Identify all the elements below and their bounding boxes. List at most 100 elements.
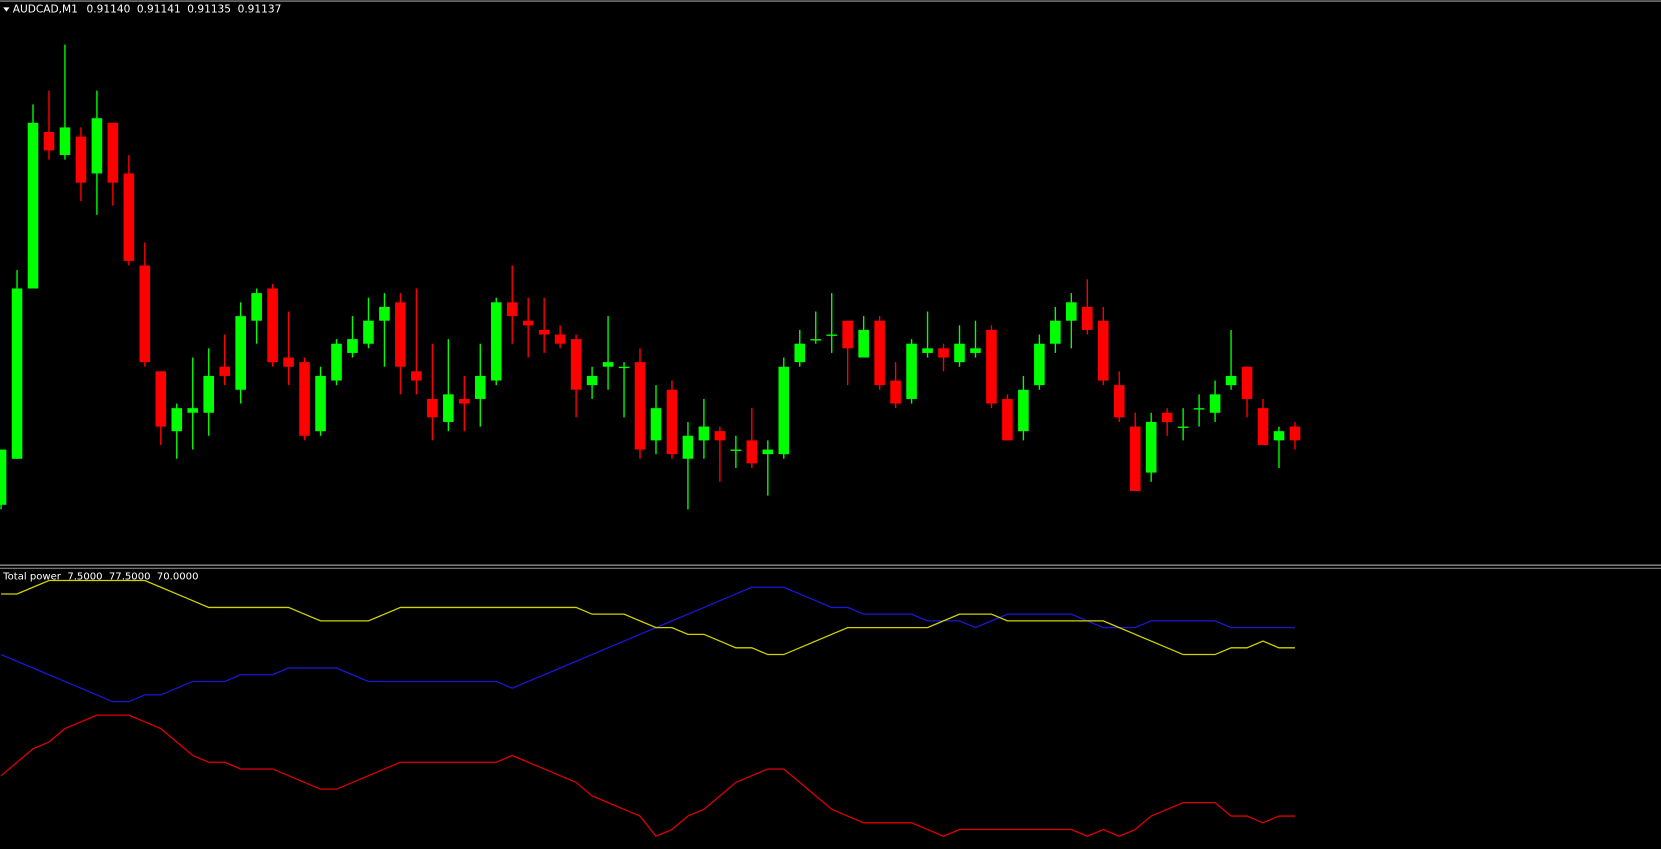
candle-body — [970, 348, 981, 353]
candle-body — [1050, 320, 1061, 344]
candle-body — [1273, 431, 1285, 441]
candle-body — [155, 371, 167, 427]
candle-body — [1034, 343, 1045, 386]
candle-body — [890, 380, 901, 404]
candle-body — [1225, 375, 1237, 386]
candle-body — [1161, 412, 1173, 422]
candle-body — [650, 408, 662, 441]
candle-body — [107, 122, 119, 183]
candle-body — [0, 449, 7, 505]
candle-body — [762, 449, 774, 455]
candle-body — [986, 329, 997, 404]
candle-body — [203, 375, 215, 413]
symbol: AUDCAD,M1 — [13, 4, 78, 16]
candle-body — [171, 408, 183, 432]
candle-body — [1241, 366, 1253, 399]
candle-body — [187, 408, 199, 413]
candle-body — [586, 375, 598, 386]
candle-body — [874, 320, 885, 386]
candle-body — [730, 449, 742, 451]
candle-body — [490, 302, 502, 381]
candle-body — [251, 293, 262, 321]
indicator-header: Total power 7.5000 77.5000 70.0000 — [2, 571, 198, 582]
candle-body — [842, 320, 853, 349]
candle-body — [522, 320, 534, 326]
candle-body — [1257, 408, 1269, 445]
candle-body — [538, 329, 550, 335]
candle-body — [315, 375, 326, 432]
candle-body — [331, 343, 342, 381]
candle-body — [1145, 421, 1157, 473]
candle-body — [427, 398, 438, 418]
candle-body — [682, 435, 694, 459]
indicator-line — [1, 579, 1295, 656]
candle-body — [1193, 408, 1205, 410]
indicator-line — [0, 586, 1295, 703]
candle-body — [347, 339, 358, 353]
candle-body — [858, 329, 869, 358]
candle-body — [443, 394, 454, 422]
candle-body — [11, 288, 23, 459]
candle-body — [59, 127, 71, 156]
quote: 0.91135 — [187, 4, 231, 16]
candle-body — [139, 265, 151, 363]
indicator-value: 70.0000 — [157, 571, 199, 582]
candle-body — [810, 339, 822, 341]
quote: 0.91141 — [137, 4, 181, 16]
candle-body — [1081, 306, 1093, 330]
candle-body — [459, 398, 470, 404]
indicator-name: Total power — [2, 571, 62, 582]
candle-body — [1066, 302, 1077, 321]
candle-body — [938, 348, 949, 358]
candle-body — [698, 426, 710, 441]
candle-body — [634, 362, 646, 450]
candle-body — [746, 440, 758, 464]
candle-body — [27, 122, 39, 289]
candle-body — [91, 118, 103, 174]
candle-body — [1018, 389, 1029, 432]
quote: 0.91137 — [238, 4, 282, 16]
candle-body — [1177, 426, 1189, 428]
candle-body — [1097, 320, 1109, 381]
candle-body — [1129, 426, 1141, 491]
candle-body — [666, 389, 678, 455]
candle-body — [1002, 398, 1013, 441]
candle-body — [267, 288, 278, 363]
candle-body — [778, 366, 790, 455]
candle-body — [43, 132, 55, 151]
chart-header: AUDCAD,M1 0.91140 0.91141 0.91135 0.9113… — [13, 4, 282, 16]
candle-body — [379, 306, 390, 321]
candle-body — [554, 334, 566, 344]
candle-body — [714, 431, 726, 441]
candle-body — [1289, 426, 1301, 441]
candle-body — [954, 343, 965, 363]
candle-body — [75, 136, 87, 183]
candle-body — [235, 316, 246, 390]
candle-body — [283, 357, 294, 367]
candle-body — [618, 366, 630, 369]
indicator-line — [0, 714, 1295, 838]
candle-body — [826, 334, 838, 336]
candle-body — [219, 366, 230, 376]
candle-body — [395, 302, 406, 367]
candle-body — [906, 343, 917, 399]
quote: 0.91140 — [87, 4, 131, 16]
candle-body — [411, 371, 422, 381]
candle-body — [922, 348, 933, 353]
candle-body — [1113, 385, 1125, 418]
candle-body — [123, 173, 135, 261]
candle-body — [1209, 394, 1221, 413]
symbol-menu-arrow[interactable] — [3, 7, 10, 12]
candle-body — [602, 362, 614, 367]
candle-body — [299, 362, 310, 436]
candle-body — [506, 302, 518, 317]
candle-body — [363, 320, 374, 344]
candle-body — [794, 343, 806, 363]
candle-body — [474, 375, 486, 399]
candle-body — [570, 339, 582, 390]
indicator-value: 77.5000 — [109, 571, 151, 582]
indicator-value: 7.5000 — [67, 571, 102, 582]
